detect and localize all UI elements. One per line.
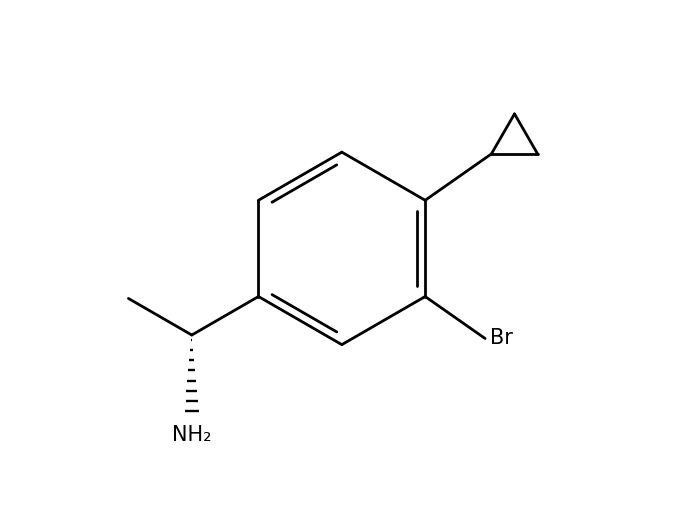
- Text: NH₂: NH₂: [172, 425, 212, 445]
- Text: Br: Br: [490, 329, 513, 349]
